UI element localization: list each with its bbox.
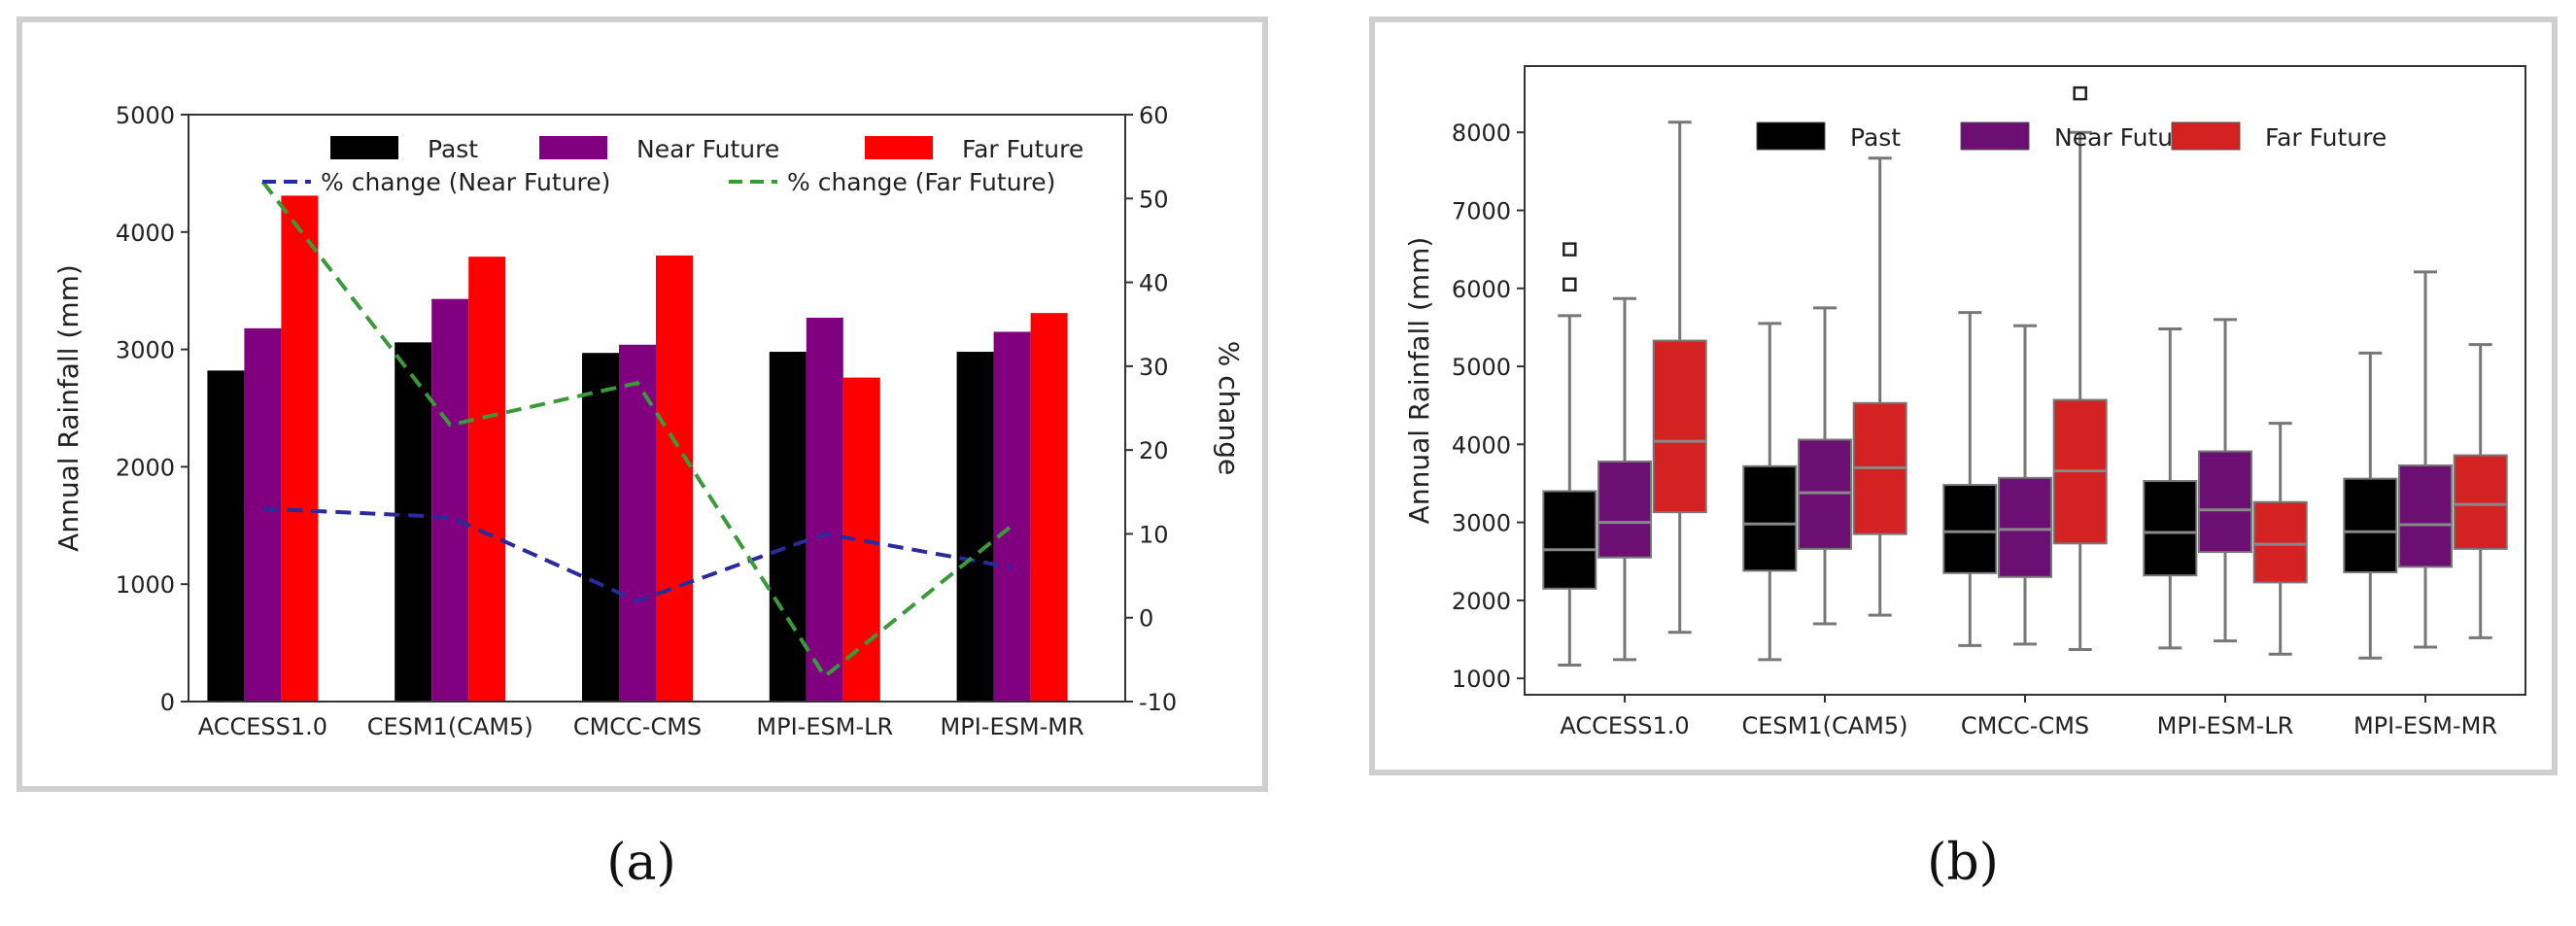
y-tick-label: 4000 xyxy=(116,220,175,247)
bar-far-future xyxy=(1030,313,1068,702)
y2-tick-label: 20 xyxy=(1139,437,1169,464)
box xyxy=(1597,460,1652,559)
y-tick-label: 7000 xyxy=(1452,198,1511,225)
x-tick-label: ACCESS1.0 xyxy=(198,713,327,740)
legend-label: % change (Near Future) xyxy=(321,168,610,196)
y-tick-label: 6000 xyxy=(1452,276,1511,303)
legend-label: Past xyxy=(428,135,478,163)
legend-swatch xyxy=(865,136,933,159)
box xyxy=(2143,480,2198,577)
y2-tick-label: 0 xyxy=(1139,605,1153,633)
y-tick-label: 5000 xyxy=(116,102,175,129)
line-pct-change-0 xyxy=(262,506,1013,603)
bar-near-future xyxy=(806,317,843,702)
y-tick-label: 2000 xyxy=(116,454,175,481)
legend-label: Past xyxy=(1850,123,1901,152)
box xyxy=(2453,454,2508,550)
bar-near-future xyxy=(619,344,656,702)
y2-tick-label: -10 xyxy=(1139,689,1177,716)
legend-label: % change (Far Future) xyxy=(787,168,1055,196)
x-tick-label: MPI-ESM-MR xyxy=(941,713,1084,740)
line-pct-change-1 xyxy=(260,180,1013,680)
y-tick-label: 8000 xyxy=(1452,120,1511,147)
x-tick-label: CESM1(CAM5) xyxy=(1741,712,1907,739)
bar-far-future xyxy=(656,255,693,702)
box xyxy=(1998,476,2052,578)
box xyxy=(2252,500,2308,584)
bar-near-future xyxy=(244,327,282,702)
legend-swatch xyxy=(539,136,607,159)
box xyxy=(1652,339,1707,514)
x-tick-label: MPI-ESM-LR xyxy=(2157,712,2294,739)
y-tick-label: 4000 xyxy=(1452,431,1511,459)
y-tick-label: 1000 xyxy=(116,571,175,599)
y2-axis-label: % change xyxy=(1213,341,1245,476)
legend-label: Near Future xyxy=(636,135,779,163)
y2-tick-label: 10 xyxy=(1139,521,1169,548)
x-tick-label: CMCC-CMS xyxy=(1961,712,2089,739)
bar-past xyxy=(956,352,994,702)
y2-tick-label: 30 xyxy=(1139,354,1169,381)
bar-past xyxy=(769,352,807,702)
x-tick-label: ACCESS1.0 xyxy=(1560,712,1689,739)
bar-past xyxy=(582,353,619,702)
y2-tick-label: 60 xyxy=(1139,102,1169,129)
y-axis-label: Annual Rainfall (mm) xyxy=(52,264,85,552)
y2-tick-label: 40 xyxy=(1139,270,1169,297)
y-axis-label: Annual Rainfall (mm) xyxy=(1403,237,1435,525)
y-tick-label: 0 xyxy=(160,689,175,716)
y-tick-label: 3000 xyxy=(116,337,175,364)
bar-past xyxy=(207,370,245,702)
legend-label: Far Future xyxy=(2265,123,2387,152)
box xyxy=(2398,463,2453,568)
box xyxy=(1542,490,1597,590)
caption-b: (b) xyxy=(1927,834,1999,892)
y-tick-label: 3000 xyxy=(1452,510,1511,537)
bar-far-future xyxy=(468,257,506,702)
box xyxy=(2198,450,2252,554)
y2-tick-label: 50 xyxy=(1139,186,1169,213)
y-tick-label: 1000 xyxy=(1452,666,1511,693)
y-tick-label: 2000 xyxy=(1452,588,1511,615)
x-tick-label: CESM1(CAM5) xyxy=(367,713,533,740)
legend-swatch xyxy=(1960,121,2030,151)
x-tick-label: CMCC-CMS xyxy=(573,713,702,740)
y-tick-label: 5000 xyxy=(1452,354,1511,381)
legend-swatch xyxy=(330,136,398,159)
box xyxy=(1798,438,1852,550)
outlier-point xyxy=(1563,277,1577,292)
box xyxy=(2343,477,2398,573)
chart-a: 0 1000 2000 3000 4000 5000 -10 0 10 20 30 40 50 60 ACC… xyxy=(52,102,1245,740)
box xyxy=(1942,484,1998,574)
outlier-point xyxy=(1563,242,1577,257)
outlier-point xyxy=(2073,86,2087,101)
bar-past xyxy=(395,342,432,702)
legend-label: Far Future xyxy=(962,135,1083,163)
bar-near-future xyxy=(431,298,469,702)
chart-b: 1000 2000 3000 4000 5000 6000 7000 8000 ACCESS1.… xyxy=(1403,65,2526,739)
caption-a: (a) xyxy=(606,834,676,892)
box xyxy=(1742,464,1798,572)
bar-near-future xyxy=(993,331,1031,702)
legend-swatch xyxy=(2171,121,2241,151)
bar-far-future xyxy=(281,195,319,703)
plot-area-a xyxy=(188,114,1126,703)
x-tick-label: MPI-ESM-LR xyxy=(756,713,893,740)
x-tick-label: MPI-ESM-MR xyxy=(2353,712,2497,739)
legend-swatch xyxy=(1756,121,1826,151)
